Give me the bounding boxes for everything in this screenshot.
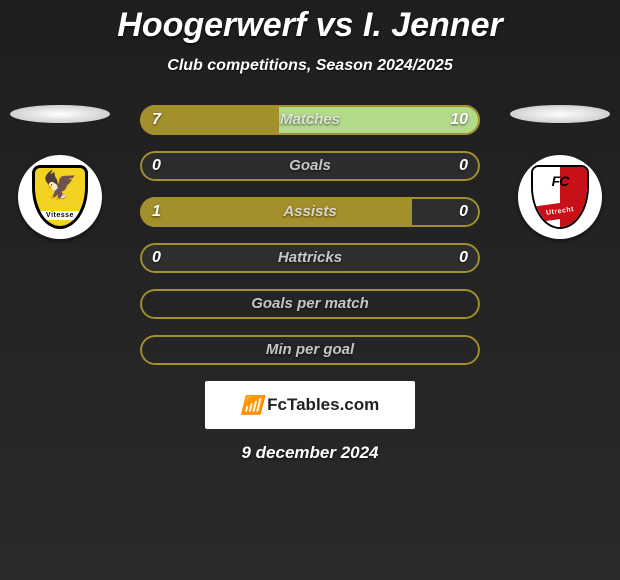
stat-bar: Min per goal [140,335,480,365]
comparison-panel: 🦅 Vitesse FC Utrecht 710Matches 00Goals 10… [0,105,620,463]
team-right-crest: FC Utrecht [518,155,602,239]
vitesse-shield: 🦅 Vitesse [32,165,88,229]
bar-label: Assists [140,197,480,227]
date-text: 9 december 2024 [0,443,620,463]
ellipse-decoration [10,105,110,123]
vitesse-label: Vitesse [35,211,85,220]
stat-bar: 00Goals [140,151,480,181]
utrecht-shield: FC Utrecht [531,165,589,229]
bar-label: Matches [140,105,480,135]
page-subtitle: Club competitions, Season 2024/2025 [0,57,620,75]
ellipse-decoration [510,105,610,123]
team-right-block: FC Utrecht [510,105,610,239]
bar-label: Hattricks [140,243,480,273]
bar-label: Min per goal [140,335,480,365]
stat-bar: 00Hattricks [140,243,480,273]
bar-label: Goals per match [140,289,480,319]
stat-bar: 710Matches [140,105,480,135]
stat-bar: Goals per match [140,289,480,319]
utrecht-fc-text: FC [533,173,587,189]
attribution-text: FcTables.com [267,395,379,415]
team-left-block: 🦅 Vitesse [10,105,110,239]
eagle-icon: 🦅 [43,172,78,200]
signal-icon: 📶 [241,395,263,416]
bar-label: Goals [140,151,480,181]
stat-bars: 710Matches 00Goals 10Assists 00Hattricks Goa… [140,105,480,365]
attribution-badge: 📶 FcTables.com [205,381,415,429]
stat-bar: 10Assists [140,197,480,227]
page-title: Hoogerwerf vs I. Jenner [0,0,620,45]
team-left-crest: 🦅 Vitesse [18,155,102,239]
